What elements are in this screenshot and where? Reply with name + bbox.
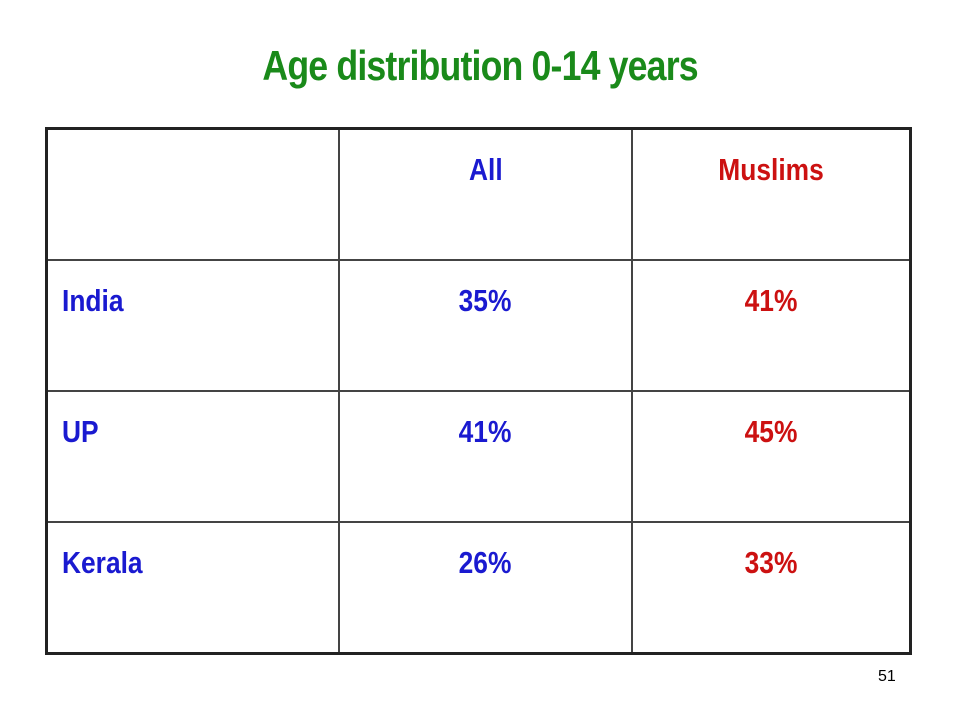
cell-text: Kerala (62, 545, 143, 580)
cell-text: 45% (744, 414, 798, 449)
table-cell: Muslims (631, 127, 912, 261)
table-cell: 45% (631, 390, 912, 523)
table-cell: 33% (631, 521, 912, 655)
table-row: Kerala 26% 33% (45, 521, 912, 655)
table-cell: 41% (338, 390, 633, 523)
cell-text: 35% (459, 283, 512, 318)
table-row: India 35% 41% (45, 259, 912, 392)
cell-text: Muslims (718, 152, 824, 187)
title-text: Age distribution 0-14 years (262, 42, 698, 89)
cell-text: 41% (744, 283, 798, 318)
table-cell: 26% (338, 521, 633, 655)
cell-text: 33% (744, 545, 798, 580)
cell-text: UP (62, 414, 99, 449)
table-cell: All (338, 127, 633, 261)
cell-text: 41% (459, 414, 512, 449)
table-cell: UP (45, 390, 340, 523)
table-cell: Kerala (45, 521, 340, 655)
table-cell (45, 127, 340, 261)
cell-text: 26% (459, 545, 512, 580)
table-row: UP 41% 45% (45, 390, 912, 523)
data-table: All Muslims India 35% 41% UP 41% 45% Kerala 26% 33… (45, 127, 912, 655)
cell-text: India (62, 283, 124, 318)
table-cell: 41% (631, 259, 912, 392)
title: Age distribution 0-14 years (0, 42, 960, 90)
cell-text: All (468, 152, 503, 187)
table-cell: India (45, 259, 340, 392)
table-cell: 35% (338, 259, 633, 392)
page-number: 51 (878, 668, 896, 685)
header-row: All Muslims (45, 127, 912, 261)
